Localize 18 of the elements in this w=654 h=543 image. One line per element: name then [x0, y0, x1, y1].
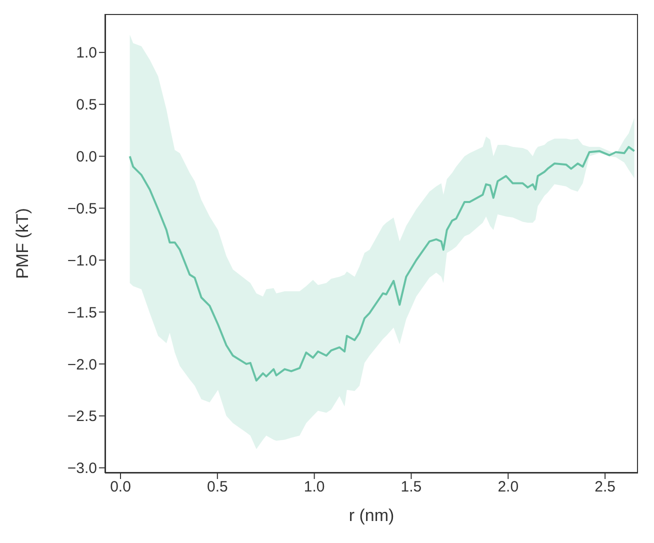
y-tick-label: −2.0	[67, 356, 97, 374]
y-tick-label: −1.5	[67, 304, 97, 322]
x-tick-label: 0.0	[110, 478, 131, 496]
x-axis-title: r (nm)	[348, 506, 394, 525]
x-tick-label: 1.0	[304, 478, 325, 496]
y-tick-label: 0.5	[76, 96, 97, 114]
y-tick-label: −2.5	[67, 408, 97, 426]
x-tick-label: 2.0	[498, 478, 519, 496]
x-tick-label: 1.5	[400, 478, 422, 496]
y-tick-label: −3.0	[67, 460, 97, 478]
y-tick-label: 1.0	[76, 44, 97, 62]
y-tick-label: −1.0	[67, 252, 97, 270]
y-axis-title: PMF (kT)	[13, 208, 32, 279]
y-tick-label: −0.5	[67, 200, 97, 218]
y-tick-label: 0.0	[76, 148, 97, 166]
x-tick-label: 2.5	[594, 478, 616, 496]
line-series	[128, 146, 636, 382]
x-tick-label: 0.5	[206, 478, 228, 496]
